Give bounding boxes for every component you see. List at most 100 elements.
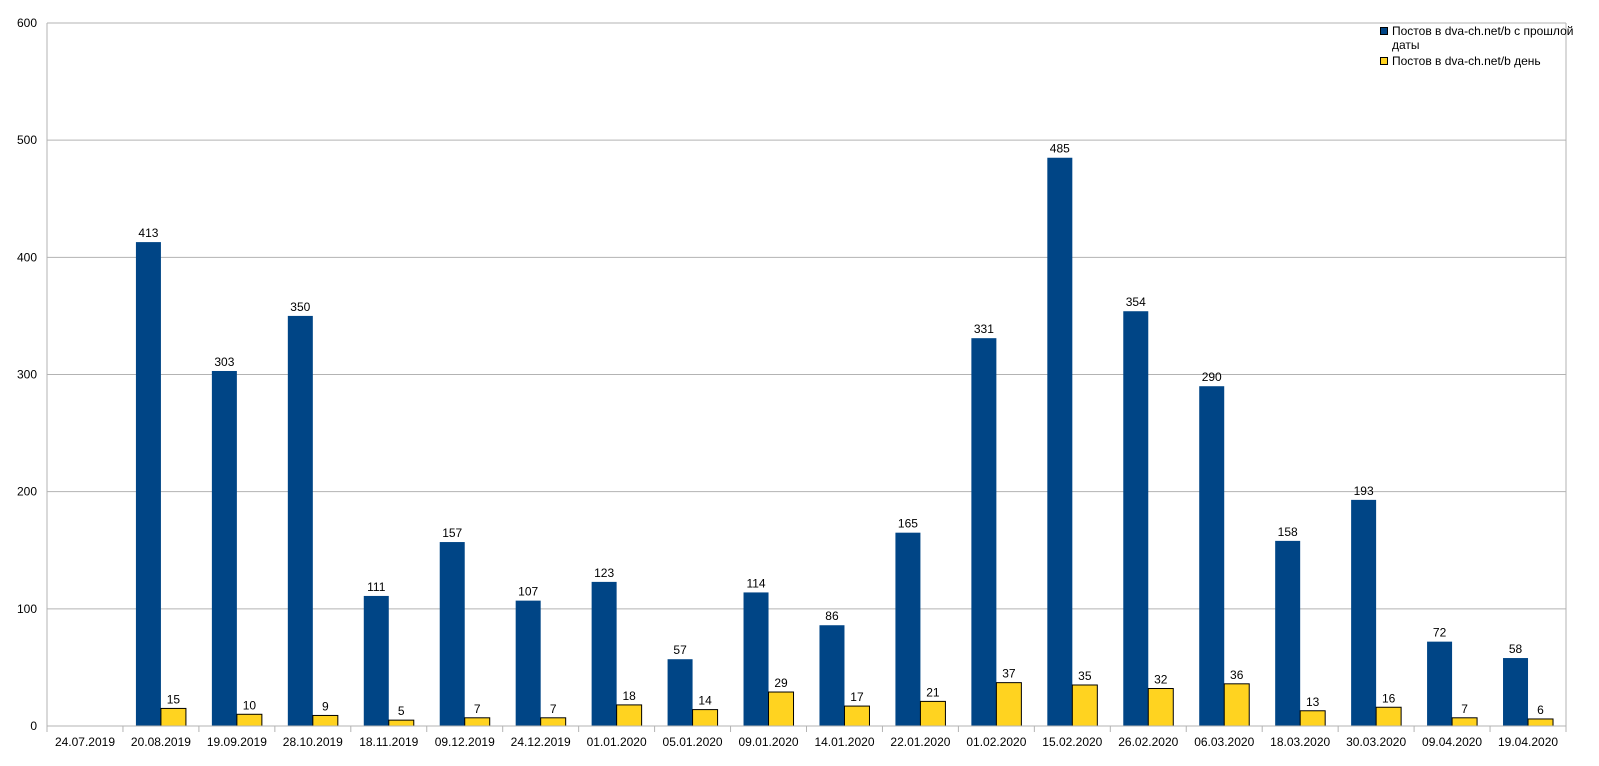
data-label-series-2: 17	[850, 690, 864, 704]
data-label-series-2: 13	[1306, 695, 1320, 709]
data-label-series-2: 32	[1154, 673, 1168, 687]
bar-series-2	[312, 714, 339, 727]
bar-series-2	[1223, 683, 1250, 727]
data-label-series-1: 114	[746, 576, 765, 590]
bar-series-1	[287, 315, 313, 726]
data-label-series-1: 123	[594, 566, 614, 580]
bar-series-2	[540, 717, 567, 727]
data-label-series-1: 111	[367, 580, 386, 594]
x-tick-label: 19.09.2019	[207, 735, 267, 749]
x-tick-label: 05.01.2020	[663, 735, 723, 749]
data-label-series-2: 9	[322, 699, 329, 713]
data-label-series-1: 107	[518, 585, 538, 599]
legend-label-series-1: Постов в dva-ch.net/b с прошлой даты	[1392, 24, 1574, 52]
bar-series-1	[135, 242, 161, 726]
legend: Постов в dva-ch.net/b с прошлой даты Пос…	[1380, 24, 1592, 70]
data-label-series-2: 21	[926, 685, 940, 699]
x-tick-label: 20.08.2019	[131, 735, 191, 749]
x-tick-label: 09.12.2019	[435, 735, 495, 749]
data-label-series-1: 86	[825, 609, 839, 623]
bar-series-1	[1275, 540, 1301, 726]
data-label-series-2: 10	[243, 698, 257, 712]
legend-item-series-2: Постов в dva-ch.net/b день	[1380, 54, 1592, 68]
x-tick-label: 26.02.2020	[1118, 735, 1178, 749]
bar-series-2	[1147, 688, 1174, 727]
data-label-series-2: 7	[550, 702, 557, 716]
data-label-series-2: 16	[1382, 691, 1396, 705]
legend-label-series-2: Постов в dva-ch.net/b день	[1392, 54, 1541, 68]
data-label-series-2: 7	[1461, 702, 1468, 716]
bar-series-2	[1527, 718, 1554, 727]
data-label-series-2: 5	[398, 704, 405, 718]
bar-series-1	[895, 532, 921, 726]
bar-series-1	[439, 542, 465, 726]
data-label-series-2: 36	[1230, 668, 1244, 682]
data-label-series-2: 18	[622, 689, 636, 703]
bar-series-2	[464, 717, 491, 727]
bar-series-2	[995, 682, 1022, 727]
bar-series-1	[667, 659, 693, 726]
x-tick-label: 30.03.2020	[1346, 735, 1406, 749]
y-tick-label: 300	[17, 368, 37, 382]
x-tick-label: 15.02.2020	[1042, 735, 1102, 749]
y-tick-label: 200	[17, 485, 37, 499]
bar-series-1	[1503, 658, 1529, 726]
bar-series-1	[211, 370, 237, 726]
bar-series-1	[1427, 641, 1453, 726]
data-label-series-1: 354	[1126, 295, 1146, 309]
bar-series-1	[743, 592, 769, 726]
x-tick-label: 28.10.2019	[283, 735, 343, 749]
bar-series-2	[1375, 706, 1402, 727]
bar-series-2	[919, 700, 946, 727]
data-label-series-1: 290	[1202, 370, 1222, 384]
bar-series-2	[236, 713, 263, 727]
y-tick-label: 0	[30, 719, 37, 733]
bar-series-2	[843, 705, 870, 727]
bar-series-2	[692, 709, 719, 727]
data-label-series-1: 413	[138, 226, 158, 240]
data-label-series-1: 165	[898, 517, 918, 531]
x-tick-label: 18.11.2019	[359, 735, 418, 749]
y-tick-label: 400	[17, 250, 37, 264]
bar-series-1	[1123, 311, 1149, 726]
x-tick-label: 06.03.2020	[1194, 735, 1254, 749]
data-label-series-2: 6	[1537, 703, 1544, 717]
bar-series-2	[1071, 684, 1098, 727]
bar-series-1	[363, 595, 389, 726]
data-label-series-1: 57	[673, 643, 687, 657]
data-label-series-1: 58	[1509, 642, 1523, 656]
data-label-series-2: 29	[774, 676, 788, 690]
data-label-series-2: 37	[1002, 667, 1016, 681]
bar-series-2	[1299, 710, 1326, 727]
legend-swatch-series-2	[1380, 57, 1388, 65]
data-label-series-1: 350	[290, 300, 310, 314]
data-label-series-1: 303	[214, 355, 234, 369]
bar-series-1	[819, 625, 845, 726]
data-label-series-1: 72	[1433, 626, 1447, 640]
x-tick-label: 24.07.2019	[55, 735, 115, 749]
data-label-series-2: 15	[167, 692, 181, 706]
x-tick-label: 01.02.2020	[966, 735, 1026, 749]
bar-series-1	[971, 338, 997, 726]
x-tick-label: 22.01.2020	[890, 735, 950, 749]
bar-series-1	[1047, 157, 1073, 726]
bar-series-2	[616, 704, 643, 727]
x-tick-label: 09.01.2020	[738, 735, 798, 749]
x-tick-label: 19.04.2020	[1498, 735, 1558, 749]
data-label-series-2: 14	[698, 694, 712, 708]
x-tick-label: 18.03.2020	[1270, 735, 1330, 749]
data-label-series-1: 193	[1354, 484, 1374, 498]
bar-series-2	[388, 719, 415, 727]
y-tick-label: 500	[17, 133, 37, 147]
bar-series-1	[1199, 386, 1225, 726]
bar-series-2	[160, 707, 187, 727]
x-tick-label: 14.01.2020	[814, 735, 874, 749]
data-label-series-2: 35	[1078, 669, 1092, 683]
legend-item-series-1: Постов в dva-ch.net/b с прошлой даты	[1380, 24, 1592, 52]
data-label-series-2: 7	[474, 702, 481, 716]
bar-series-1	[515, 600, 541, 726]
data-label-series-1: 331	[974, 322, 994, 336]
y-tick-label: 600	[17, 16, 37, 30]
bar-series-1	[591, 581, 617, 726]
